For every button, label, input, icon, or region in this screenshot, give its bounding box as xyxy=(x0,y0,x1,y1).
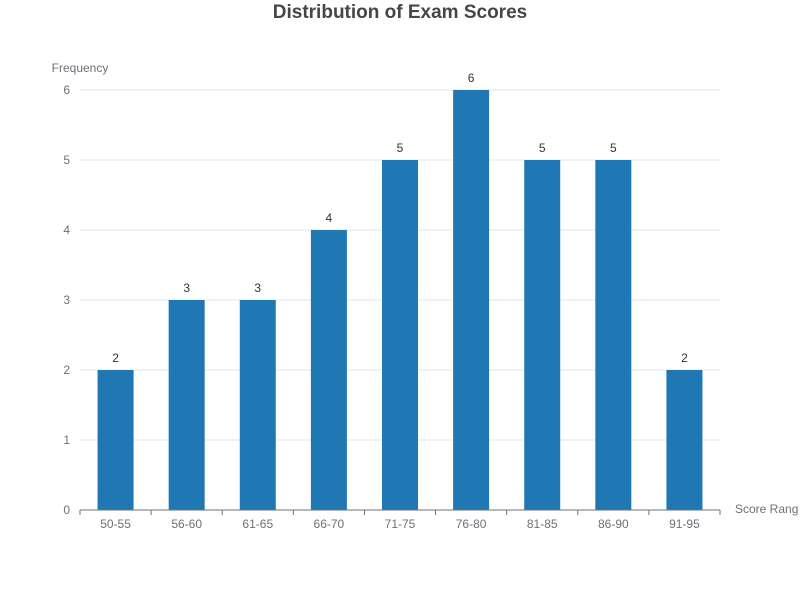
bar-value-label: 5 xyxy=(397,141,404,155)
y-tick-label: 5 xyxy=(63,153,70,167)
bar[interactable] xyxy=(310,230,347,510)
x-axis-title: Score Rang xyxy=(735,502,798,516)
data-labels: 2 3 3 4 5 6 5 5 2 xyxy=(112,71,688,365)
bar[interactable] xyxy=(168,300,205,510)
bar[interactable] xyxy=(97,370,134,510)
bar-value-label: 3 xyxy=(183,281,190,295)
bar-value-label: 2 xyxy=(112,351,119,365)
y-tick-label: 1 xyxy=(63,433,70,447)
bar-value-label: 4 xyxy=(326,211,333,225)
y-tick-label: 3 xyxy=(63,293,70,307)
x-tick-label: 76-80 xyxy=(456,517,487,531)
x-tick-label: 91-95 xyxy=(669,517,700,531)
x-tick-label: 50-55 xyxy=(100,517,131,531)
y-tick-label: 6 xyxy=(63,83,70,97)
y-tick-label: 0 xyxy=(63,503,70,517)
bar[interactable] xyxy=(595,160,632,510)
chart-title: Distribution of Exam Scores xyxy=(272,2,528,23)
y-axis-title: Frequency xyxy=(52,61,109,75)
x-tick-label: 66-70 xyxy=(314,517,345,531)
axes: 0 1 2 3 4 5 6 50-55 56-60 61-65 66-70 71-75 76-80 81-… xyxy=(63,83,721,531)
x-tick-label: 61-65 xyxy=(242,517,273,531)
x-tick-label: 86-90 xyxy=(598,517,629,531)
bar[interactable] xyxy=(239,300,276,510)
x-tick-label: 71-75 xyxy=(385,517,416,531)
bar-value-label: 3 xyxy=(254,281,261,295)
bar-value-label: 2 xyxy=(681,351,688,365)
bar[interactable] xyxy=(453,90,490,510)
bar-value-label: 5 xyxy=(539,141,546,155)
bar[interactable] xyxy=(524,160,561,510)
x-tick-label: 81-85 xyxy=(527,517,558,531)
bar-value-label: 5 xyxy=(610,141,617,155)
bar-value-label: 6 xyxy=(468,71,475,85)
y-tick-label: 2 xyxy=(63,363,70,377)
bar[interactable] xyxy=(382,160,418,510)
x-tick-label: 56-60 xyxy=(171,517,202,531)
bars xyxy=(97,90,703,510)
y-tick-label: 4 xyxy=(63,223,70,237)
bar[interactable] xyxy=(666,370,703,510)
